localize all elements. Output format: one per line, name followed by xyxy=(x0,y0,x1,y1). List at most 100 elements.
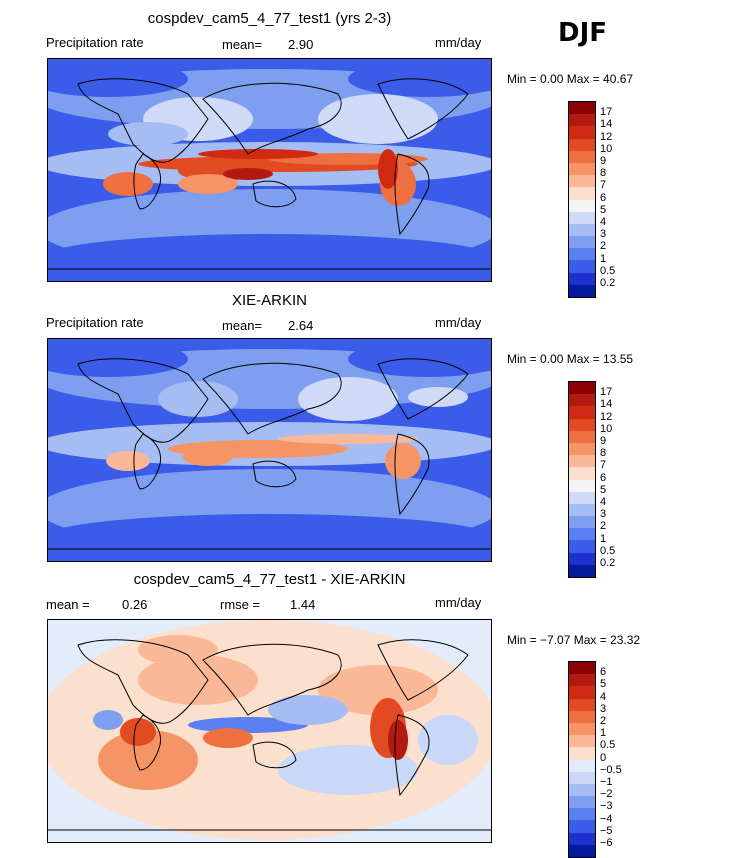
panel-obs-units: mm/day xyxy=(435,315,482,330)
colorbar-tick-label: 6 xyxy=(600,666,607,679)
colorbar-swatch xyxy=(569,467,595,480)
colorbar-tick-label: 17 xyxy=(600,106,613,119)
panel-obs-map xyxy=(47,338,492,562)
field-contour xyxy=(378,149,398,189)
panel-model-colorbar xyxy=(568,101,596,298)
panel-obs-title: XIE-ARKIN xyxy=(231,292,307,309)
colorbar-tick-label: 5 xyxy=(600,203,607,216)
colorbar-swatch xyxy=(569,442,595,456)
colorbar-swatch xyxy=(569,662,595,675)
field-contour xyxy=(138,655,258,705)
panel-obs-mean-label: mean= xyxy=(222,318,263,333)
colorbar-swatch xyxy=(569,248,595,261)
field-contour xyxy=(408,387,468,407)
colorbar-swatch xyxy=(569,710,595,723)
colorbar-swatch xyxy=(569,698,595,711)
field-contour xyxy=(318,94,438,144)
colorbar-tick-label: 0 xyxy=(600,751,607,764)
field-contour xyxy=(120,718,156,746)
colorbar-tick-label: 10 xyxy=(600,422,613,435)
colorbar-tick-label: −2 xyxy=(600,788,613,801)
colorbar-tick-label: 12 xyxy=(600,410,613,423)
coastline xyxy=(202,82,342,155)
panel-diff-rmse-value: 1.44 xyxy=(290,597,316,612)
colorbar-swatch xyxy=(569,516,595,529)
coastline xyxy=(377,358,469,420)
panel-model-mean-value: 2.90 xyxy=(288,37,314,52)
field-contour xyxy=(48,234,491,281)
field-contour xyxy=(183,448,233,466)
colorbar-tick-label: −6 xyxy=(600,837,613,849)
colorbar-tick-label: 1 xyxy=(600,252,607,265)
colorbar-tick-label: 0.5 xyxy=(600,544,616,557)
coastline xyxy=(252,180,297,208)
colorbar-swatch xyxy=(569,783,595,797)
panel-obs-mean-value: 2.64 xyxy=(288,318,314,333)
field-contour xyxy=(388,720,408,760)
colorbar-swatch xyxy=(569,722,595,736)
colorbar-tick-label: 4 xyxy=(600,216,607,228)
colorbar-swatch xyxy=(569,686,595,699)
precipitation-difference-field xyxy=(48,620,491,842)
colorbar-swatch xyxy=(569,406,595,419)
colorbar-swatch xyxy=(569,175,595,188)
colorbar-swatch xyxy=(569,491,595,504)
colorbar-swatch xyxy=(569,820,595,833)
panel-model-title: cospdev_cam5_4_77_test1 (yrs 2-3) xyxy=(147,10,392,27)
coastline xyxy=(133,714,162,771)
colorbar-swatch xyxy=(569,102,595,115)
coastline xyxy=(394,153,430,236)
colorbar-swatch xyxy=(569,162,595,176)
field-contour xyxy=(198,149,318,159)
field-contour xyxy=(203,728,253,748)
colorbar-tick-label: 9 xyxy=(600,435,607,447)
colorbar-swatch xyxy=(569,771,595,784)
coastline xyxy=(202,362,342,435)
panel-obs-colorbar xyxy=(568,381,596,578)
field-contour xyxy=(268,695,348,725)
colorbar-tick-label: 7 xyxy=(600,459,607,472)
colorbar-swatch xyxy=(569,138,595,151)
colorbar-swatch xyxy=(569,260,595,273)
colorbar-swatch xyxy=(569,223,595,237)
panel-model-units: mm/day xyxy=(435,35,482,50)
colorbar-swatch xyxy=(569,284,595,297)
panel-diff-rmse-label: rmse = xyxy=(220,597,261,612)
colorbar-swatch xyxy=(569,211,595,224)
panel-model-variable: Precipitation rate xyxy=(46,35,144,50)
panel-diff-map xyxy=(47,619,492,843)
field-contour xyxy=(138,635,218,665)
colorbar-swatch xyxy=(569,552,595,565)
panel-diff-colorbar xyxy=(568,661,596,858)
colorbar-swatch xyxy=(569,394,595,407)
field-contour xyxy=(158,381,238,417)
colorbar-swatch xyxy=(569,564,595,577)
colorbar-swatch xyxy=(569,126,595,139)
colorbar-swatch xyxy=(569,540,595,553)
colorbar-tick-label: 4 xyxy=(600,690,607,703)
colorbar-tick-label: 14 xyxy=(600,118,613,131)
coastline xyxy=(394,433,430,516)
colorbar-swatch xyxy=(569,382,595,395)
panel-diff-units: mm/day xyxy=(435,595,482,610)
field-contour xyxy=(108,122,188,146)
colorbar-swatch xyxy=(569,272,595,285)
colorbar-tick-label: −5 xyxy=(600,824,613,837)
field-contour xyxy=(418,715,478,765)
colorbar-tick-label: 10 xyxy=(600,142,613,155)
colorbar-tick-label: 4 xyxy=(600,496,607,508)
field-contour xyxy=(318,665,438,715)
panel-obs-variable: Precipitation rate xyxy=(46,315,144,330)
coastline xyxy=(377,78,469,140)
colorbar-tick-label: 17 xyxy=(600,386,613,399)
field-contour xyxy=(223,168,273,180)
colorbar-tick-label: 5 xyxy=(600,483,607,496)
colorbar-tick-label: 3 xyxy=(600,228,607,241)
colorbar-tick-label: 2 xyxy=(600,715,607,727)
season-label: DJF xyxy=(558,18,608,48)
colorbar-tick-label: 2 xyxy=(600,240,607,253)
panel-obs-minmax: Min = 0.00 Max = 13.55 xyxy=(507,352,634,366)
field-contour xyxy=(98,730,198,790)
field-contour xyxy=(298,377,398,421)
colorbar-tick-label: 5 xyxy=(600,678,607,691)
